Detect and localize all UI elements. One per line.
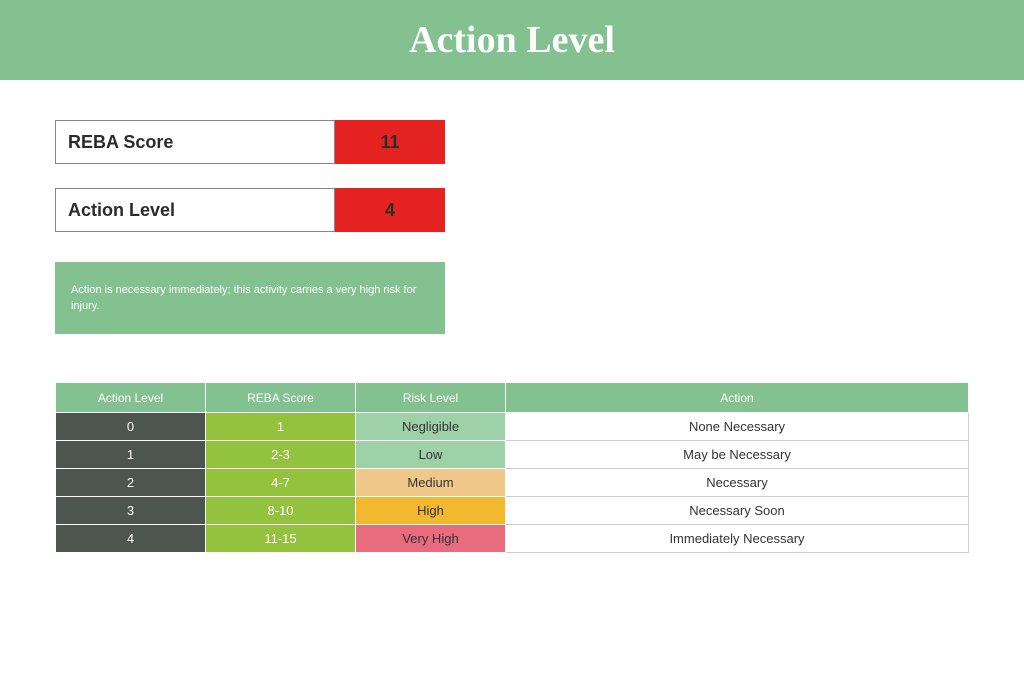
content-area: REBA Score 11 Action Level 4 Action is n… [0,80,1024,553]
cell-reba-score: 11-15 [206,525,356,553]
cell-action-level: 1 [56,441,206,469]
col-header-action: Action [506,383,969,413]
cell-action: Immediately Necessary [506,525,969,553]
reba-score-label: REBA Score [55,120,335,164]
cell-reba-score: 4-7 [206,469,356,497]
reba-score-value: 11 [335,120,445,164]
cell-risk-level: Negligible [356,413,506,441]
action-level-row: Action Level 4 [55,188,969,232]
cell-risk-level: Very High [356,525,506,553]
cell-action: May be Necessary [506,441,969,469]
cell-risk-level: Low [356,441,506,469]
page-title: Action Level [409,18,615,62]
cell-reba-score: 8-10 [206,497,356,525]
action-level-label: Action Level [55,188,335,232]
cell-reba-score: 2-3 [206,441,356,469]
action-level-value: 4 [335,188,445,232]
cell-risk-level: High [356,497,506,525]
cell-action-level: 2 [56,469,206,497]
cell-action: Necessary [506,469,969,497]
table-header-row: Action Level REBA Score Risk Level Actio… [56,383,969,413]
cell-reba-score: 1 [206,413,356,441]
cell-action: Necessary Soon [506,497,969,525]
col-header-risk-level: Risk Level [356,383,506,413]
header-bar: Action Level [0,0,1024,80]
table-row: 01NegligibleNone Necessary [56,413,969,441]
reference-table: Action Level REBA Score Risk Level Actio… [55,382,969,553]
cell-action-level: 3 [56,497,206,525]
cell-action: None Necessary [506,413,969,441]
table-row: 12-3LowMay be Necessary [56,441,969,469]
col-header-reba-score: REBA Score [206,383,356,413]
cell-action-level: 0 [56,413,206,441]
cell-action-level: 4 [56,525,206,553]
table-row: 411-15Very HighImmediately Necessary [56,525,969,553]
table-row: 38-10HighNecessary Soon [56,497,969,525]
cell-risk-level: Medium [356,469,506,497]
table-row: 24-7MediumNecessary [56,469,969,497]
risk-message: Action is necessary immediately; this ac… [55,262,445,334]
col-header-action-level: Action Level [56,383,206,413]
reba-score-row: REBA Score 11 [55,120,969,164]
